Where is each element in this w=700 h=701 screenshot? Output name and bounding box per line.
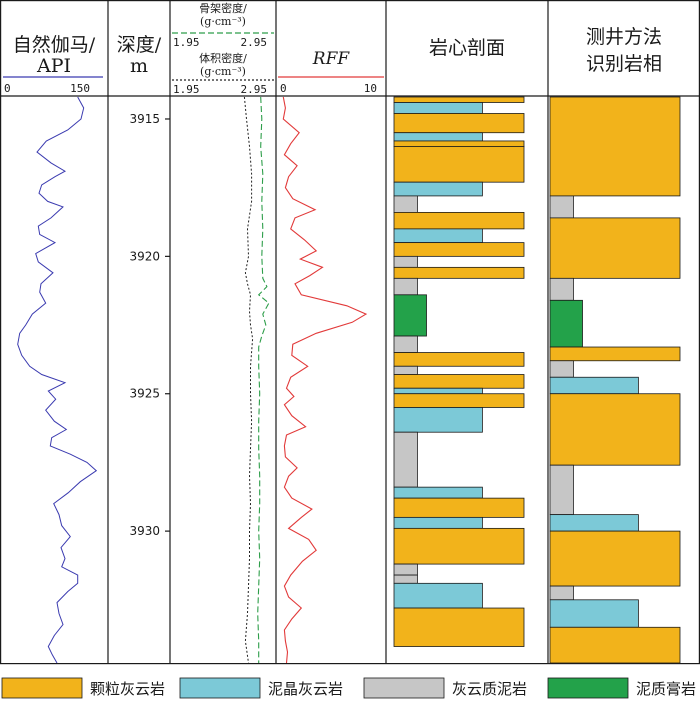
gr-title-line2: API [36, 55, 71, 77]
core-section-track [393, 96, 525, 647]
rff-scale-max: 10 [364, 82, 377, 95]
depth-title-line1: 深度/ [117, 34, 162, 56]
legend-label-grainstone: 颗粒灰云岩 [90, 680, 165, 698]
gr-track [17, 96, 98, 664]
legend-swatch-dolomitic_mudstone [363, 677, 445, 699]
core-layer-mudstone [393, 181, 483, 197]
core-layer-grainstone [393, 352, 525, 367]
log-facies-track [549, 96, 681, 664]
core-layer-grainstone [393, 607, 525, 647]
core-layer-dolomitic_mudstone [393, 365, 418, 375]
facies-layer-mudstone [549, 376, 639, 395]
core-layer-mudstone [393, 516, 483, 529]
rff-header: RFF 0 10 [278, 49, 384, 95]
core-layer-grainstone [393, 393, 525, 408]
legend-label-dolomitic_mudstone: 灰云质泥岩 [452, 680, 527, 698]
facies-layer-grainstone [549, 626, 681, 664]
facies-layer-grainstone [549, 393, 681, 466]
core-layer-grainstone [393, 146, 525, 183]
gr-header: 自然伽马/ API 0 150 [3, 34, 103, 95]
core-layer-mudstone [393, 102, 483, 114]
core-layer-dolomitic_mudstone [393, 277, 418, 296]
core-layer-grainstone [393, 140, 525, 147]
chart-frame [0, 0, 700, 665]
matrix-density-unit: (g·cm⁻³) [200, 15, 246, 28]
legend-swatch-argillaceous_gypsum [547, 677, 629, 699]
depth-tick-label: 3925 [129, 387, 160, 401]
depth-tick-label: 3915 [129, 112, 160, 126]
facies-layer-dolomitic_mudstone [549, 195, 574, 219]
facies-layer-dolomitic_mudstone [549, 585, 574, 601]
core-layer-dolomitic_mudstone [393, 431, 418, 488]
core-section-title: 岩心剖面 [429, 37, 505, 59]
core-layer-grainstone [393, 96, 525, 103]
rff-track [282, 96, 368, 664]
core-layer-mudstone [393, 407, 483, 433]
facies-layer-grainstone [549, 346, 681, 362]
bulk-density-max: 2.95 [241, 83, 268, 96]
core-layer-dolomitic_mudstone [393, 563, 418, 576]
facies-layer-dolomitic_mudstone [549, 360, 574, 378]
rff-scale-min: 0 [280, 82, 287, 95]
bulk-density-title: 体积密度/ [199, 51, 247, 65]
depth-tick-label: 3930 [129, 524, 160, 538]
core-layer-mudstone [393, 582, 483, 609]
density-track [243, 96, 270, 664]
core-layer-mudstone [393, 228, 483, 244]
core-layer-argillaceous_gypsum [393, 294, 427, 337]
matrix-density-curve [257, 96, 270, 663]
core-layer-grainstone [393, 242, 525, 257]
bulk-density-curve [243, 96, 254, 664]
depth-title-line2: m [130, 55, 148, 77]
bulk-density-unit: (g·cm⁻³) [200, 65, 246, 78]
core-layer-grainstone [393, 497, 525, 518]
core-layer-dolomitic_mudstone [393, 255, 418, 268]
facies-layer-dolomitic_mudstone [549, 277, 574, 301]
core-layer-grainstone [393, 374, 525, 389]
legend-label-argillaceous_gypsum: 泥质膏岩 [636, 680, 696, 698]
gr-scale-max: 150 [70, 82, 90, 95]
depth-tick-label: 3920 [129, 249, 160, 263]
matrix-density-min: 1.95 [173, 36, 200, 49]
facies-layer-mudstone [549, 599, 639, 628]
core-layer-dolomitic_mudstone [393, 335, 418, 353]
gr-curve [17, 96, 98, 664]
gr-title-line1: 自然伽马/ [13, 34, 96, 56]
density-header: 骨架密度/ (g·cm⁻³) 1.95 2.95 体积密度/ (g·cm⁻³) … [172, 1, 274, 96]
core-layer-dolomitic_mudstone [393, 195, 418, 213]
core-layer-mudstone [393, 132, 483, 142]
legend-swatch-grainstone [1, 677, 83, 699]
matrix-density-max: 2.95 [241, 36, 268, 49]
legend-label-mudstone: 泥晶灰云岩 [268, 680, 343, 698]
legend-swatch-mudstone [179, 677, 261, 699]
depth-axis: 3915 3920 3925 3930 [129, 112, 170, 538]
core-layer-mudstone [393, 486, 483, 499]
depth-header: 深度/ m [117, 34, 162, 77]
core-layer-mudstone [393, 387, 483, 395]
rff-curve [282, 96, 368, 664]
facies-layer-grainstone [549, 217, 681, 279]
core-header: 岩心剖面 [429, 37, 505, 59]
facies-layer-grainstone [549, 530, 681, 587]
outer-border [0, 0, 700, 665]
facies-layer-mudstone [549, 514, 639, 532]
core-layer-grainstone [393, 113, 525, 134]
core-layer-dolomitic_mudstone [393, 574, 418, 584]
facies-title-line1: 测井方法 [586, 26, 662, 48]
matrix-density-title: 骨架密度/ [199, 1, 247, 15]
core-layer-grainstone [393, 527, 525, 565]
facies-layer-grainstone [549, 96, 681, 197]
core-layer-grainstone [393, 266, 525, 279]
facies-layer-argillaceous_gypsum [549, 299, 583, 348]
facies-layer-dolomitic_mudstone [549, 464, 574, 516]
facies-header: 测井方法 识别岩相 [586, 26, 662, 75]
facies-title-line2: 识别岩相 [586, 53, 662, 75]
rff-title: RFF [312, 49, 351, 69]
core-layer-grainstone [393, 211, 525, 230]
legend: 颗粒灰云岩 泥晶灰云岩 灰云质泥岩 泥质膏岩 [1, 677, 696, 699]
gr-scale-min: 0 [4, 82, 11, 95]
bulk-density-min: 1.95 [173, 83, 200, 96]
